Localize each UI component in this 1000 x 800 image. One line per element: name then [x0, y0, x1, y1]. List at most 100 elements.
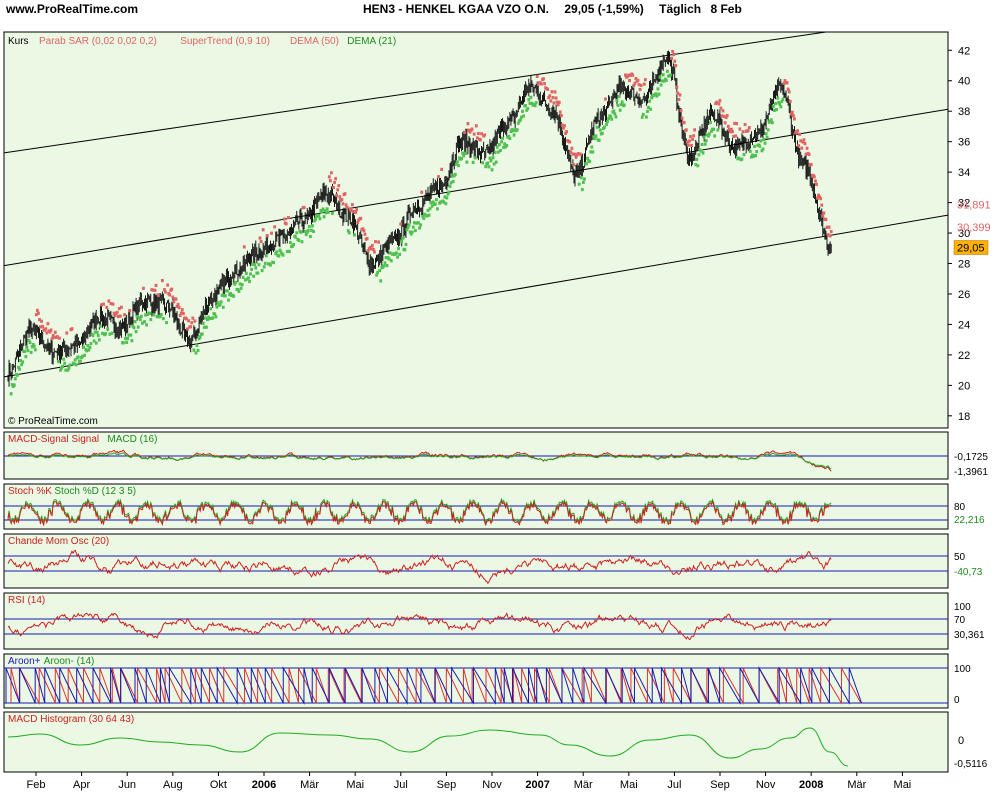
dema-dot	[445, 196, 449, 200]
dema-dot	[91, 333, 95, 338]
sar-dot	[542, 77, 545, 81]
dema-dot	[397, 247, 400, 251]
dema-dot	[256, 271, 260, 275]
dema-dot	[249, 272, 252, 276]
dema-dot	[136, 325, 140, 329]
sar-dot	[719, 106, 723, 110]
dema-dot	[776, 96, 780, 100]
dema-dot	[742, 152, 746, 157]
dema-dot	[516, 121, 520, 125]
dema-dot	[669, 73, 672, 77]
dema-dot	[33, 348, 37, 352]
sar-dot	[825, 225, 829, 229]
sar-dot	[535, 74, 539, 79]
sar-dot	[788, 99, 792, 103]
dema-dot	[529, 95, 533, 99]
dema-dot	[597, 138, 601, 142]
sar-dot	[717, 102, 721, 106]
dema-dot	[347, 231, 351, 235]
sar-dot	[693, 128, 697, 132]
dema-dot	[580, 187, 584, 192]
sar-dot	[817, 193, 820, 197]
dema-dot	[129, 333, 133, 337]
sar-dot	[747, 126, 751, 130]
dema-dot	[263, 261, 267, 265]
sar-dot	[181, 311, 185, 316]
sar-dot	[568, 140, 572, 144]
dema-dot	[25, 345, 29, 349]
sar-dot	[556, 103, 560, 107]
dema-dot	[658, 75, 662, 79]
dema-dot	[654, 92, 658, 96]
sar-dot	[374, 240, 377, 244]
sar-dot	[475, 136, 479, 140]
histogram-line	[7, 727, 849, 767]
dema-dot	[321, 207, 325, 211]
dema-dot	[21, 360, 25, 364]
rsi-tick-label: 70	[954, 615, 966, 626]
dema-dot	[159, 312, 163, 317]
indicator-legend: Aroon- (14)	[44, 656, 95, 667]
dema-dot	[60, 366, 63, 370]
dema-dot	[431, 200, 435, 204]
sar-dot	[783, 79, 787, 83]
dema-dot	[57, 359, 60, 364]
dema-dot	[279, 250, 283, 254]
dema-dot	[229, 291, 232, 296]
dema-dot	[162, 317, 165, 321]
sar-dot	[634, 76, 638, 81]
sar-dot	[151, 288, 155, 292]
dema-dot	[780, 99, 784, 104]
dema-dot	[30, 345, 34, 349]
dema-dot	[446, 192, 450, 196]
dema-dot	[699, 149, 703, 153]
sar-dot	[172, 300, 176, 304]
aroon-tick-label: 0	[954, 695, 960, 706]
sar-dot	[803, 141, 807, 146]
dema-dot	[716, 128, 720, 132]
dema-dot	[257, 263, 261, 267]
dema-dot	[414, 228, 417, 233]
x-tick-label: Jul	[394, 779, 408, 791]
sar-dot	[470, 127, 474, 131]
dema-dot	[657, 92, 661, 96]
dema-dot	[320, 210, 324, 214]
dema-dot	[215, 305, 219, 309]
dema-dot	[395, 251, 398, 255]
dema-dot	[593, 136, 597, 141]
sar-dot	[639, 83, 643, 87]
sar-dot	[689, 135, 692, 139]
sar-dot	[638, 87, 642, 92]
y-tick-label: 22	[958, 350, 970, 362]
dema-dot	[453, 172, 457, 177]
dema-dot	[248, 279, 251, 284]
dema-dot	[660, 79, 664, 83]
y-tick-label: 32	[958, 198, 970, 210]
sar-dot	[563, 124, 566, 128]
dema-dot	[761, 147, 765, 151]
sar-dot	[343, 192, 347, 196]
sar-dot	[351, 203, 354, 207]
dema-dot	[622, 103, 626, 107]
dema-dot	[503, 142, 507, 146]
dema-dot	[419, 223, 423, 227]
price-legend-item: DEMA (50)	[290, 36, 339, 47]
sar-dot	[562, 126, 565, 130]
dema-dot	[61, 364, 64, 368]
dema-dot	[211, 316, 215, 320]
sar-dot	[185, 317, 188, 321]
dema-dot	[86, 344, 90, 348]
dema-dot	[534, 101, 538, 105]
dema-dot	[491, 156, 495, 160]
dema-dot	[101, 331, 104, 336]
dema-dot	[216, 300, 220, 305]
dema-dot	[527, 98, 531, 102]
rsi-line	[7, 612, 832, 641]
dema-dot	[616, 103, 620, 108]
dema-dot	[700, 142, 704, 147]
dema-dot	[17, 365, 20, 369]
dema-dot	[305, 230, 309, 234]
dema-dot	[765, 135, 769, 139]
dema-dot	[752, 154, 755, 158]
dema-dot	[239, 286, 243, 290]
